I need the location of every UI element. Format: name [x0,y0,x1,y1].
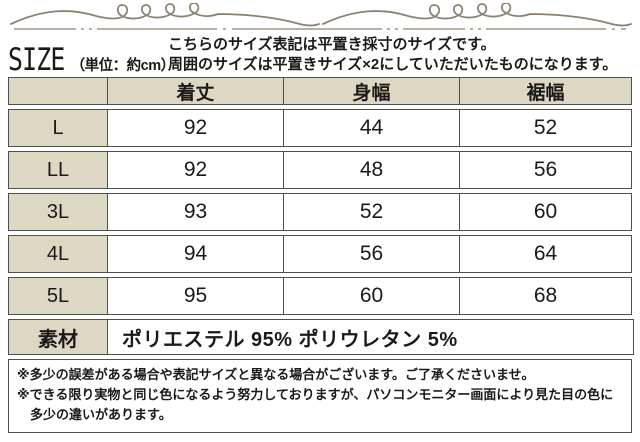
value-cell: 56 [283,235,460,273]
table-row-l: L 92 44 52 [8,109,632,147]
notes-box: ※多少の誤差がある場合や表記サイズと異なる場合がございます。ご了承くださいませ。… [8,359,632,433]
size-description: こちらのサイズ表記は平置き採寸のサイズです。 周囲のサイズは平置きサイズ×2にし… [168,35,638,75]
size-header: SIZE （単位：約cm） こちらのサイズ表記は平置き採寸のサイズです。 周囲の… [0,33,640,77]
value-cell: 48 [283,151,460,189]
size-title-block: SIZE （単位：約cm） [8,42,175,78]
corner-cell [8,77,108,105]
material-value: ポリエステル 95% ポリウレタン 5% [107,319,634,355]
size-label: L [8,109,108,147]
value-cell: 93 [107,193,284,231]
size-label: 4L [8,235,108,273]
size-description-line2: 周囲のサイズは平置きサイズ×2にしていただいたものになります。 [168,56,618,73]
size-table: 着丈 身幅 裾幅 L 92 44 52 LL 92 48 56 3L 93 52… [0,77,640,355]
value-cell: 60 [283,277,460,315]
size-title: SIZE [8,42,65,78]
note-line-tolerance: ※多少の誤差がある場合や表記サイズと異なる場合がございます。ご了承くださいませ。 [17,367,535,382]
unit-label: （単位：約cm） [70,58,175,74]
col-header-length: 着丈 [107,77,284,105]
value-cell: 92 [107,151,284,189]
material-row: 素材 ポリエステル 95% ポリウレタン 5% [8,319,634,355]
value-cell: 52 [283,193,460,231]
value-cell: 92 [107,109,284,147]
value-cell: 95 [107,277,284,315]
value-cell: 64 [459,235,632,273]
value-cell: 52 [459,109,632,147]
value-cell: 56 [459,151,632,189]
table-row-4l: 4L 94 56 64 [8,235,632,273]
value-cell: 94 [107,235,284,273]
value-cell: 44 [283,109,460,147]
value-cell: 68 [459,277,632,315]
col-header-body-width: 身幅 [283,77,460,105]
table-row-ll: LL 92 48 56 [8,151,632,189]
size-label: 3L [8,193,108,231]
material-label: 素材 [8,319,108,355]
decorative-flourish-border [10,3,632,30]
value-cell: 60 [459,193,632,231]
size-description-line1: こちらのサイズ表記は平置き採寸のサイズです。 [168,36,496,53]
table-header-row: 着丈 身幅 裾幅 [8,77,632,105]
size-label: 5L [8,277,108,315]
size-label: LL [8,151,108,189]
table-row-3l: 3L 93 52 60 [8,193,632,231]
col-header-hem-width: 裾幅 [459,77,632,105]
table-row-5l: 5L 95 60 68 [8,277,632,315]
note-line-color: ※できる限り実物と同じ色になるよう努力しておりますが、パソコンモニター画面により… [17,387,614,422]
